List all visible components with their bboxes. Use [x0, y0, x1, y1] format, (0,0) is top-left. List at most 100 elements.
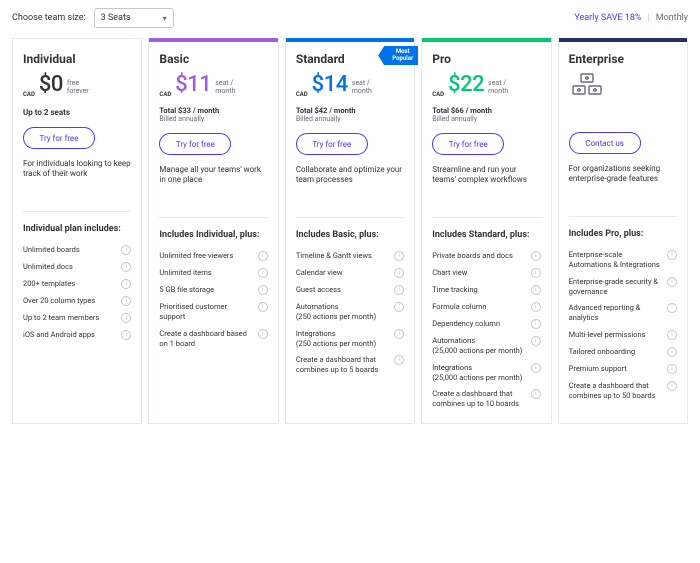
info-icon[interactable]: i: [394, 329, 404, 339]
monthly-option[interactable]: Monthly: [656, 13, 688, 23]
plan-card-enterprise: Enterprise Contact us For organizations …: [558, 38, 688, 424]
feature-item: Dependency column i: [432, 319, 540, 329]
feature-item: Integrations(250 actions per month) i: [296, 329, 404, 349]
contact-us-button[interactable]: Contact us: [569, 132, 641, 154]
feature-text: Create a dashboard based on 1 board: [159, 329, 253, 349]
feature-text: Premium support: [569, 364, 663, 374]
price-unit: seat /month: [215, 79, 235, 96]
info-icon[interactable]: i: [258, 268, 268, 278]
info-icon[interactable]: i: [121, 296, 131, 306]
info-icon[interactable]: i: [258, 285, 268, 295]
includes-title: Includes Basic, plus:: [296, 230, 404, 241]
plan-desc: For organizations seeking enterprise-gra…: [569, 164, 677, 202]
feature-text: Enterprise-grade security & governance: [569, 277, 663, 297]
feature-item: Chart view i: [432, 268, 540, 278]
info-icon[interactable]: i: [531, 389, 541, 399]
feature-item: Automations(250 actions per month) i: [296, 302, 404, 322]
feature-item: Automations(25,000 actions per month) i: [432, 336, 540, 356]
price-amount: $22: [448, 72, 484, 97]
plan-desc: Collaborate and optimize your team proce…: [296, 165, 404, 203]
info-icon[interactable]: i: [121, 245, 131, 255]
info-icon[interactable]: i: [667, 303, 677, 313]
info-icon[interactable]: i: [121, 313, 131, 323]
feature-text: Calendar view: [296, 268, 390, 278]
yearly-option[interactable]: Yearly SAVE 18%: [574, 13, 641, 23]
feature-text: Dependency column: [432, 319, 526, 329]
currency-label: CAD: [159, 91, 171, 98]
info-icon[interactable]: i: [531, 285, 541, 295]
info-icon[interactable]: i: [258, 302, 268, 312]
info-icon[interactable]: i: [667, 347, 677, 357]
feature-item: Create a dashboard that combines up to 1…: [432, 389, 540, 409]
feature-text: Integrations(250 actions per month): [296, 329, 390, 349]
info-icon[interactable]: i: [667, 250, 677, 260]
feature-text: Automations(250 actions per month): [296, 302, 390, 322]
plan-desc: Manage all your teams' work in one place: [159, 165, 267, 203]
feature-text: iOS and Android apps: [23, 330, 117, 340]
most-popular-badge: MostPopular: [384, 46, 418, 65]
feature-item: Enterprise-scale Automations & Integrati…: [569, 250, 677, 270]
info-icon[interactable]: i: [394, 302, 404, 312]
info-icon[interactable]: i: [394, 268, 404, 278]
feature-item: Unlimited free viewersi: [159, 251, 267, 261]
feature-text: Chart view: [432, 268, 526, 278]
try-free-button[interactable]: Try for free: [296, 133, 368, 155]
info-icon[interactable]: i: [258, 329, 268, 339]
info-icon[interactable]: i: [531, 251, 541, 261]
total-price: Total $33 / month: [159, 106, 267, 115]
feature-text: Create a dashboard that combines up to 5…: [569, 381, 663, 401]
feature-text: Create a dashboard that combines up to 1…: [432, 389, 526, 409]
feature-item: Tailored onboardingi: [569, 347, 677, 357]
feature-text: Up to 2 team members: [23, 313, 117, 323]
info-icon[interactable]: i: [667, 277, 677, 287]
feature-text: 5 GB file storage: [159, 285, 253, 295]
try-free-button[interactable]: Try for free: [23, 127, 95, 149]
info-icon[interactable]: i: [394, 355, 404, 365]
plan-desc: Streamline and run your teams' complex w…: [432, 165, 540, 203]
info-icon[interactable]: i: [394, 251, 404, 261]
feature-item: Create a dashboard based on 1 board i: [159, 329, 267, 349]
info-icon[interactable]: i: [121, 262, 131, 272]
info-icon[interactable]: i: [667, 364, 677, 374]
info-icon[interactable]: i: [531, 268, 541, 278]
billing-period-toggle[interactable]: Yearly SAVE 18% | Monthly: [574, 13, 688, 23]
feature-item: Timeline & Gantt viewsi: [296, 251, 404, 261]
info-icon[interactable]: i: [667, 330, 677, 340]
includes-title: Includes Individual, plus:: [159, 230, 267, 241]
feature-item: Prioritised customer supporti: [159, 302, 267, 322]
info-icon[interactable]: i: [531, 363, 541, 373]
price-unit: seat /month: [488, 79, 508, 96]
info-icon[interactable]: i: [121, 330, 131, 340]
feature-text: Multi-level permissions: [569, 330, 663, 340]
plan-card-pro: Pro CAD $22 seat /month Total $66 / mont…: [421, 38, 551, 424]
currency-label: CAD: [432, 91, 444, 98]
feature-text: Formula column: [432, 302, 526, 312]
info-icon[interactable]: i: [667, 381, 677, 391]
team-size-select[interactable]: 3 Seats ▾: [94, 8, 174, 28]
info-icon[interactable]: i: [121, 279, 131, 289]
feature-list: Unlimited boardsiUnlimited docsi200+ tem…: [23, 245, 131, 340]
feature-list: Enterprise-scale Automations & Integrati…: [569, 250, 677, 400]
feature-text: Integrations(25,000 actions per month): [432, 363, 526, 383]
info-icon[interactable]: i: [531, 336, 541, 346]
info-icon[interactable]: i: [531, 319, 541, 329]
feature-item: Integrations(25,000 actions per month) i: [432, 363, 540, 383]
includes-title: Includes Standard, plus:: [432, 230, 540, 241]
try-free-button[interactable]: Try for free: [432, 133, 504, 155]
plan-name: Enterprise: [569, 52, 677, 66]
seats-note: Up to 2 seats: [23, 108, 131, 117]
feature-item: 200+ templatesi: [23, 279, 131, 289]
team-size-label: Choose team size:: [12, 13, 86, 23]
feature-text: Over 20 column types: [23, 296, 117, 306]
feature-text: Automations(25,000 actions per month): [432, 336, 526, 356]
info-icon[interactable]: i: [531, 302, 541, 312]
feature-item: Formula column i: [432, 302, 540, 312]
feature-item: Unlimited docsi: [23, 262, 131, 272]
feature-item: Up to 2 team members i: [23, 313, 131, 323]
feature-item: Calendar view i: [296, 268, 404, 278]
info-icon[interactable]: i: [394, 285, 404, 295]
feature-text: Unlimited boards: [23, 245, 117, 255]
total-price: Total $42 / month: [296, 106, 404, 115]
info-icon[interactable]: i: [258, 251, 268, 261]
try-free-button[interactable]: Try for free: [159, 133, 231, 155]
